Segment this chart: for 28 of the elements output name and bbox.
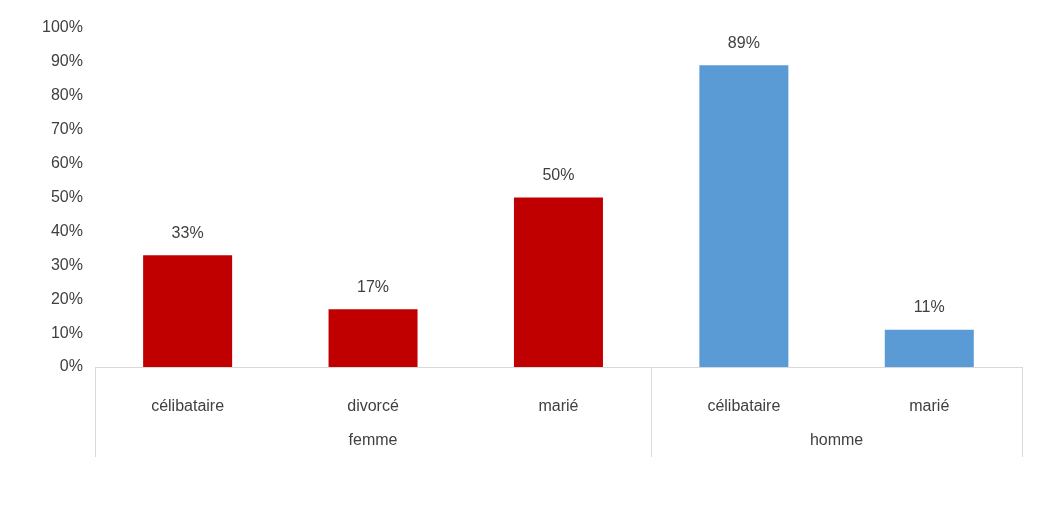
- y-tick-label: 10%: [50, 323, 83, 341]
- x-tick-label: célibataire: [151, 397, 225, 415]
- y-tick-label: 60%: [50, 154, 83, 172]
- y-tick-label: 50%: [50, 187, 83, 205]
- data-label: 11%: [913, 298, 945, 316]
- data-label: 17%: [357, 277, 390, 295]
- y-tick-label: 70%: [50, 120, 83, 138]
- text: homme: [809, 431, 864, 449]
- bar: [328, 309, 418, 367]
- bar: [513, 197, 603, 367]
- x-tick-label: célibataire: [707, 397, 781, 415]
- data-label: 89%: [727, 33, 760, 51]
- x-tick-label: divorcé: [347, 397, 399, 415]
- x-tick-label: marié: [538, 397, 579, 415]
- x-tick-label: marié: [909, 397, 950, 415]
- y-tick-label: 40%: [50, 221, 83, 239]
- y-tick-label: 90%: [50, 52, 83, 70]
- text: femme: [348, 431, 398, 449]
- bar: [699, 65, 789, 367]
- y-tick-label: 100%: [42, 18, 83, 36]
- y-tick-label: 30%: [50, 255, 83, 273]
- bar: [143, 255, 233, 367]
- y-tick-label: 80%: [50, 86, 83, 104]
- y-tick-label: 20%: [50, 289, 83, 307]
- y-tick-label: 0%: [59, 357, 83, 375]
- data-label: 50%: [542, 165, 575, 183]
- bar: [884, 329, 974, 367]
- data-label: 33%: [171, 223, 204, 241]
